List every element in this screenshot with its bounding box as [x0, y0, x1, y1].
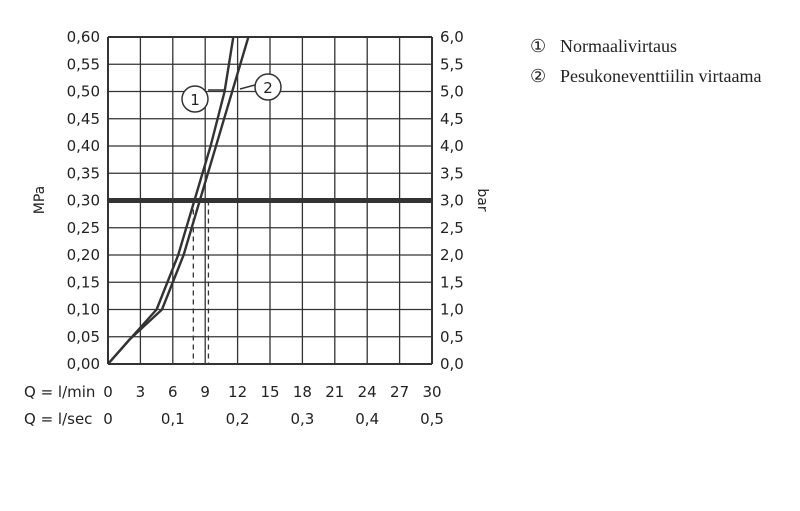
x2-tick-label: 0,4 — [355, 410, 379, 428]
y2-tick-label: 2,5 — [440, 219, 464, 237]
x-tick-label: 30 — [422, 383, 441, 401]
drop-lines — [192, 200, 210, 364]
x-tick-label: 27 — [390, 383, 409, 401]
y2-tick-label: 5,0 — [440, 83, 464, 101]
y2-tick-label: 6,0 — [440, 28, 464, 46]
y2-tick-label: 3,0 — [440, 192, 464, 210]
y-tick-label: 0,30 — [67, 192, 100, 210]
x2-tick-label: 0 — [103, 410, 113, 428]
y-tick-label: 0,15 — [67, 273, 100, 291]
y-axis-title-right: bar — [474, 188, 490, 211]
y2-tick-label: 0,0 — [440, 355, 464, 373]
x-tick-label: 6 — [168, 383, 178, 401]
series-marker-leader-2 — [239, 84, 256, 90]
x-tick-label: 12 — [228, 383, 247, 401]
x2-tick-label: 0,5 — [420, 410, 444, 428]
y2-tick-label: 1,5 — [440, 273, 464, 291]
y2-tick-label: 2,0 — [440, 246, 464, 264]
legend-label-1: Normaalivirtaus — [560, 36, 677, 56]
legend-label-2: Pesukoneventtiilin virtaama — [560, 66, 762, 86]
y-tick-label: 0,00 — [67, 355, 100, 373]
legend-item-1: ① Normaalivirtaus — [530, 34, 770, 58]
y-tick-label: 0,05 — [67, 328, 100, 346]
series-marker-circle-2 — [254, 73, 282, 101]
x-tick-label: 9 — [200, 383, 210, 401]
y2-tick-label: 4,0 — [440, 137, 464, 155]
x-tick-label: 18 — [293, 383, 312, 401]
x2-tick-label: 0,2 — [226, 410, 250, 428]
x2-tick-label: 0,3 — [290, 410, 314, 428]
legend-item-2: ② Pesukoneventtiilin virtaama — [530, 64, 770, 88]
y-tick-label: 0,50 — [67, 83, 100, 101]
y-tick-label: 0,10 — [67, 301, 100, 319]
x-tick-label: 21 — [325, 383, 344, 401]
y2-tick-label: 1,0 — [440, 301, 464, 319]
x-tick-label: 3 — [136, 383, 146, 401]
y-tick-label: 0,40 — [67, 137, 100, 155]
series-marker-label-1: 1 — [190, 91, 200, 109]
y-tick-label: 0,25 — [67, 219, 100, 237]
x-tick-label: 24 — [358, 383, 377, 401]
x-tick-label: 15 — [260, 383, 279, 401]
x2-tick-label: 0,1 — [161, 410, 185, 428]
y2-tick-label: 4,5 — [440, 110, 464, 128]
series-line-2 — [107, 36, 250, 365]
y-tick-label: 0,45 — [67, 110, 100, 128]
series-marker-circle-1 — [181, 85, 209, 113]
x-axis-title: Q = l/min — [24, 383, 95, 401]
series-group — [107, 36, 250, 365]
legend-marker-2: ② — [530, 66, 547, 86]
series-marker-label-2: 2 — [263, 79, 273, 97]
y2-tick-label: 5,5 — [440, 55, 464, 73]
x-tick-label: 0 — [103, 383, 113, 401]
legend-marker-1: ① — [530, 36, 547, 56]
y-tick-label: 0,35 — [67, 164, 100, 182]
legend: ① Normaalivirtaus ② Pesukoneventtiilin v… — [530, 34, 770, 94]
y-tick-label: 0,20 — [67, 246, 100, 264]
y-axis-title-left: MPa — [32, 186, 48, 214]
series-markers: 12 — [181, 73, 282, 113]
y2-tick-label: 3,5 — [440, 164, 464, 182]
y-tick-label: 0,55 — [67, 55, 100, 73]
y-tick-label: 0,60 — [67, 28, 100, 46]
x2-axis-title: Q = l/sec — [24, 410, 92, 428]
y2-tick-label: 0,5 — [440, 328, 464, 346]
